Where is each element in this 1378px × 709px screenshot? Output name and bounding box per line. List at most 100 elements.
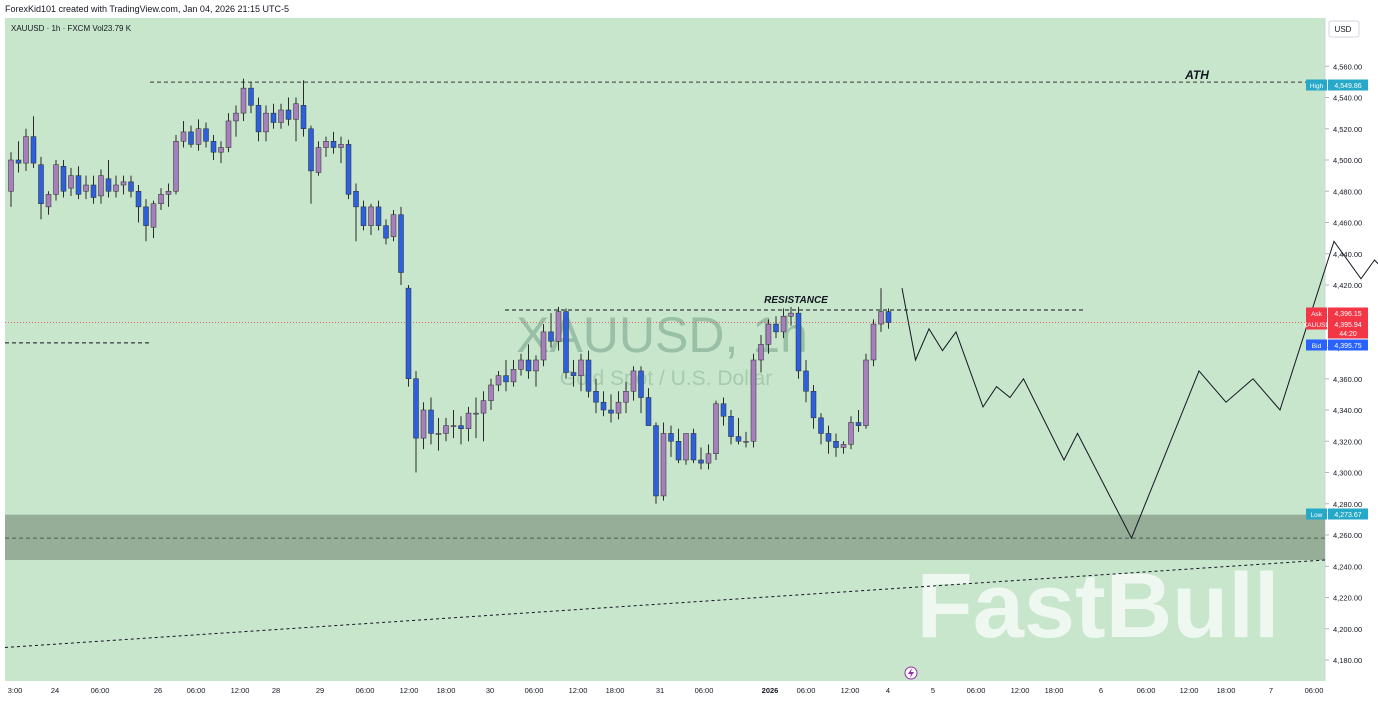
- price-tick-label: 4,340.00: [1333, 406, 1362, 415]
- candle-body: [405, 287, 412, 379]
- candle-body: [135, 191, 142, 208]
- time-tick-label: 31: [656, 686, 664, 695]
- candle-body: [263, 112, 269, 133]
- price-tick-label: 4,280.00: [1333, 500, 1362, 509]
- candle-body: [810, 391, 817, 419]
- candle-body: [150, 203, 157, 228]
- candle-body: [818, 417, 824, 434]
- high-badge-value: 4,549.86: [1334, 83, 1361, 90]
- price-tick-label: 4,440.00: [1333, 250, 1362, 259]
- projection-path: [901, 240, 1378, 540]
- time-axis[interactable]: 3:00 24 06:00 26 06:00 12:00 28 29 06:00 12:00 18:…: [8, 686, 1324, 695]
- candle-body: [848, 422, 854, 445]
- candle-body: [323, 141, 329, 148]
- candle-body: [315, 147, 322, 173]
- candle-body: [593, 391, 599, 403]
- time-tick-label: 18:00: [1045, 686, 1064, 695]
- candle-body: [443, 425, 449, 434]
- candle-body: [548, 331, 554, 342]
- ask-badge-value: 4,396.15: [1334, 311, 1361, 318]
- candle-body: [375, 206, 382, 226]
- candle-body: [218, 147, 224, 153]
- candle-body: [248, 87, 254, 106]
- price-tick-label: 4,260.00: [1333, 531, 1362, 540]
- lightning-icon[interactable]: [904, 666, 918, 680]
- candle-body: [675, 441, 682, 461]
- candle-body: [75, 175, 82, 195]
- last-price-badge-countdown: 44:20: [1339, 331, 1357, 338]
- time-tick-label: 28: [272, 686, 280, 695]
- time-tick-label: 12:00: [841, 686, 860, 695]
- symbol-legend[interactable]: XAUUSD · 1h · FXCM Vol23.79 K: [11, 24, 132, 33]
- lightning-icon-bolt: [908, 668, 914, 678]
- candle-body: [255, 105, 262, 133]
- candle-body: [270, 112, 277, 123]
- price-tick-label: 4,540.00: [1333, 94, 1362, 103]
- candle-body: [345, 144, 352, 195]
- candle-body: [608, 409, 614, 414]
- time-tick-label: 12:00: [1180, 686, 1199, 695]
- ask-badge-tag-label: Ask: [1311, 311, 1323, 318]
- bid-badge-value: 4,395.75: [1334, 343, 1361, 350]
- candle-body: [120, 181, 127, 186]
- low-badge-tag: [1306, 508, 1327, 520]
- candle-body: [413, 378, 419, 439]
- time-tick-label: 06:00: [967, 686, 986, 695]
- candle-body: [90, 184, 97, 198]
- price-tick-label: 4,360.00: [1333, 375, 1362, 384]
- candle-body: [473, 412, 479, 415]
- candle-body: [398, 214, 404, 273]
- candle-body: [765, 323, 772, 345]
- projection-line: [901, 240, 1378, 540]
- support-zone: [5, 514, 1325, 560]
- price-tick-label: 4,520.00: [1333, 125, 1362, 134]
- candle-body: [225, 120, 232, 148]
- watermark: XAUUSD, 1h Gold Spot / U.S. Dollar FastB…: [516, 307, 1279, 657]
- candle-body: [713, 403, 719, 454]
- currency-button-box[interactable]: [1328, 20, 1360, 38]
- currency-button[interactable]: USD: [1328, 20, 1360, 38]
- bid-badge-tag-label: Bid: [1312, 343, 1322, 350]
- currency-button-label[interactable]: USD: [1335, 25, 1352, 34]
- candle-body: [555, 311, 562, 342]
- candle-body: [705, 453, 712, 464]
- candle-body: [600, 401, 607, 411]
- time-tick-label: 7: [1269, 686, 1273, 695]
- high-badge-tag: [1306, 79, 1327, 91]
- ask-badge-tag: [1306, 307, 1327, 319]
- candle-body: [795, 312, 802, 372]
- candle-body: [38, 164, 44, 204]
- candle-body: [390, 214, 397, 237]
- time-tick-label: 06:00: [695, 686, 714, 695]
- candle-body: [233, 112, 239, 122]
- time-tick-label: 24: [51, 686, 59, 695]
- candles: [8, 78, 892, 504]
- candle-body: [578, 359, 584, 376]
- time-tick-label: 29: [316, 686, 324, 695]
- candle-body: [450, 425, 457, 427]
- candle-body: [488, 384, 494, 401]
- candle-body: [113, 184, 119, 192]
- price-tick-label: 4,480.00: [1333, 187, 1362, 196]
- price-tick-label: 4,420.00: [1333, 281, 1362, 290]
- price-tick-label: 4,180.00: [1333, 656, 1362, 665]
- price-axis[interactable]: 4,180.00 4,200.00 4,220.00 4,240.00 4,260.00…: [1325, 62, 1362, 665]
- candle-body: [203, 128, 209, 142]
- time-tick-label: 4: [886, 686, 890, 695]
- candle-body: [750, 359, 757, 442]
- low-badge-value: 4,273.67: [1334, 512, 1361, 519]
- time-axis-background: [0, 681, 1378, 709]
- candle-body: [368, 206, 374, 226]
- candle-body: [53, 164, 59, 195]
- high-badge-tag-label: High: [1310, 83, 1324, 90]
- candle-body: [98, 175, 104, 197]
- candle-body: [645, 397, 652, 426]
- candle-body: [45, 194, 52, 208]
- candle-body: [338, 144, 344, 148]
- ask-badge-value-box: [1328, 307, 1368, 319]
- price-tick-label: 4,320.00: [1333, 437, 1362, 446]
- candle-body: [780, 316, 787, 333]
- time-tick-label: 18:00: [1217, 686, 1236, 695]
- candle-body: [863, 359, 869, 426]
